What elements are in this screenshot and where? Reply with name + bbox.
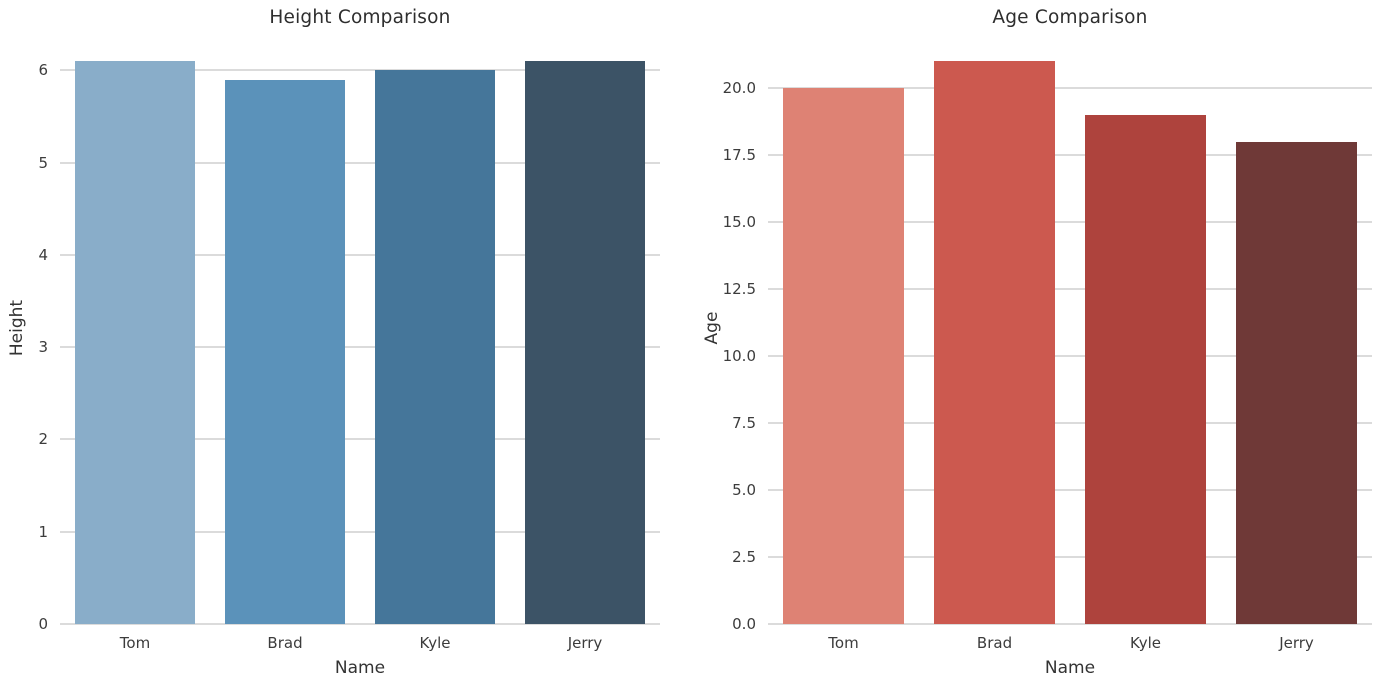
bar-tom-height [75,61,195,624]
x-tick-label: Tom [828,634,859,652]
x-tick-label: Jerry [1279,634,1314,652]
age-chart-panel: Age Comparison Age 0.0 2.5 5.0 7.5 10.0 12.5 1… [695,0,1389,690]
bar-jerry-height [525,61,645,624]
y-tick-label: 0 [38,615,48,633]
y-tick-label: 17.5 [722,145,756,164]
gridline [768,623,1372,625]
gridline [60,253,660,256]
gridline [60,438,660,441]
gridline [768,220,1372,223]
y-tick-label: 7.5 [732,413,756,432]
gridline [768,556,1372,558]
plot-area [768,33,1372,625]
x-tick-label: Brad [976,634,1013,652]
y-tick-label: 2.5 [732,548,756,566]
bar-brad-age [934,61,1055,624]
y-tick-label: 5 [38,153,48,172]
gridline [60,623,660,625]
bar-kyle-age [1085,114,1206,624]
chart-title: Age Comparison [992,7,1148,28]
gridline [60,161,660,164]
y-tick-label: 5.0 [732,481,756,499]
plot-area [60,33,660,625]
y-tick-label: 15.0 [722,212,756,231]
y-tick-label: 3 [38,338,48,357]
y-tick-label: 4 [38,245,48,264]
x-axis-label: Name [1044,658,1096,678]
bar-jerry-age [1236,141,1357,624]
y-tick-label: 6 [38,61,48,80]
gridline [768,489,1372,491]
x-tick-label: Kyle [1129,634,1162,652]
x-tick-label: Tom [119,634,151,652]
x-axis-ticks: Tom Brad Kyle Jerry [768,634,1372,654]
y-tick-label: 0.0 [732,615,756,633]
gridline [768,287,1372,290]
x-axis-label: Name [334,658,386,678]
x-tick-label: Kyle [419,634,451,652]
chart-title: Height Comparison [269,7,451,28]
x-tick-label: Jerry [567,634,603,652]
bar-brad-height [225,79,345,624]
bar-kyle-height [375,70,495,624]
gridline [60,530,660,533]
y-tick-label: 12.5 [722,279,756,298]
gridline [768,421,1372,424]
y-axis-ticks: 0.0 2.5 5.0 7.5 10.0 12.5 15.0 17.5 20.0 [695,33,756,633]
y-tick-label: 20.0 [722,78,756,97]
x-axis-ticks: Tom Brad Kyle Jerry [60,634,660,654]
y-tick-label: 1 [38,522,48,541]
y-tick-label: 2 [38,430,48,449]
gridline [768,153,1372,156]
bar-tom-age [783,87,904,624]
y-tick-label: 10.0 [722,346,756,365]
y-axis-ticks: 0 1 2 3 4 5 6 [0,33,48,633]
x-tick-label: Brad [267,634,303,652]
gridline [768,354,1372,357]
gridline [60,346,660,349]
gridline [768,86,1372,89]
gridline [60,69,660,72]
